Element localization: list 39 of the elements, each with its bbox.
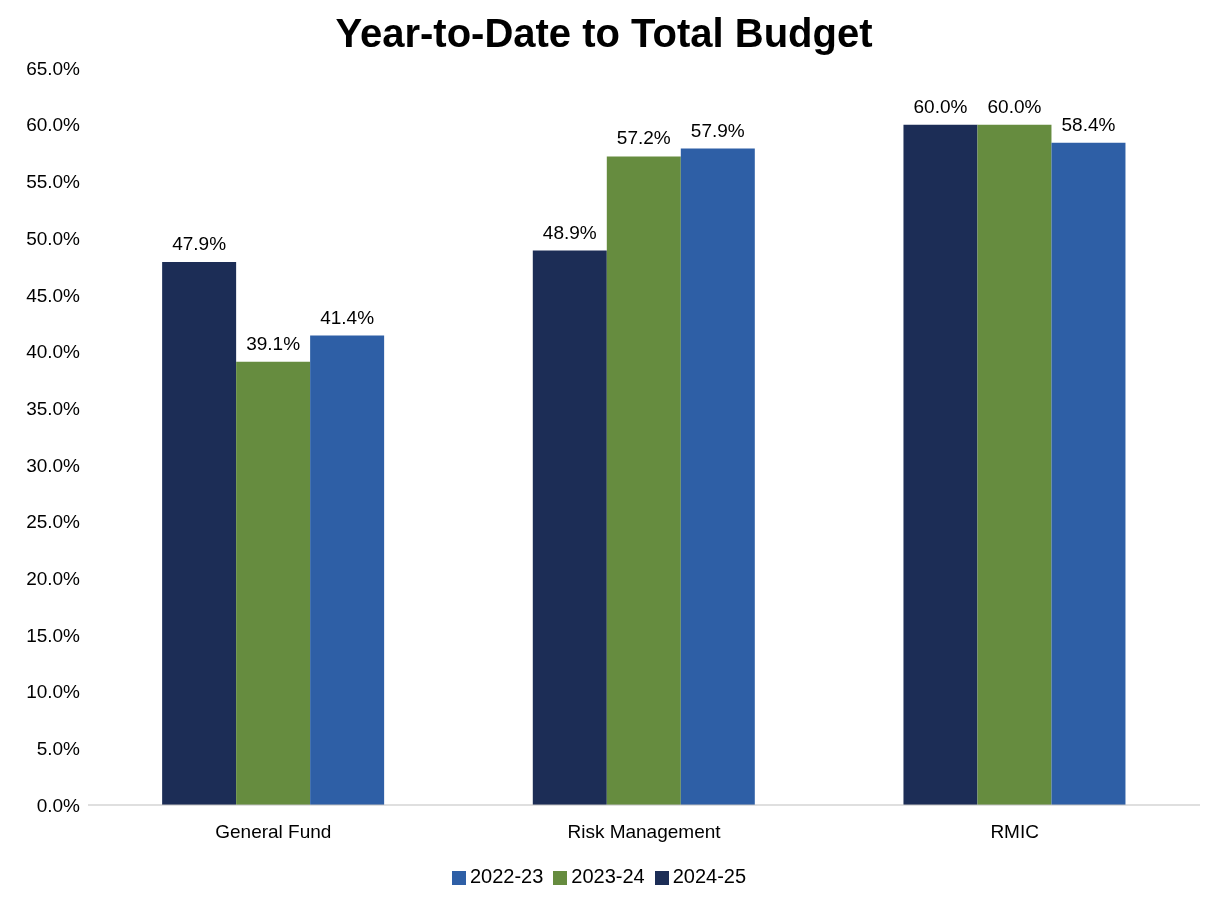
y-tick-label: 50.0% (26, 227, 81, 249)
bar (532, 250, 607, 805)
bar (310, 335, 385, 805)
bar (236, 361, 311, 805)
y-tick-label: 60.0% (26, 114, 81, 136)
chart-title: Year-to-Date to Total Budget (334, 10, 874, 57)
bar (1051, 142, 1126, 805)
y-tick-label: 65.0% (26, 57, 81, 79)
text: 41.4% (320, 306, 375, 328)
text: 39.1% (246, 332, 301, 354)
y-tick-label: 40.0% (26, 341, 81, 363)
legend-label: 2022-23 (469, 865, 544, 887)
x-tick-label: RMIC (990, 821, 1039, 843)
legend-label: 2023-24 (571, 865, 645, 887)
x-tick-label: General Fund (215, 821, 332, 843)
text: 60.0% (987, 95, 1042, 117)
bar (162, 261, 237, 805)
text: 57.2% (616, 127, 671, 149)
y-tick-label: 15.0% (26, 624, 81, 646)
text: 47.9% (172, 232, 227, 254)
text: 57.9% (690, 119, 745, 141)
y-tick-label: 0.0% (36, 794, 81, 816)
y-tick-label: 5.0% (36, 738, 81, 760)
bar (977, 124, 1052, 805)
text: 60.0% (913, 95, 968, 117)
x-tick-label: Risk Management (567, 821, 722, 843)
text: 48.9% (542, 221, 597, 243)
text: 58.4% (1061, 113, 1116, 135)
bar (680, 148, 755, 805)
y-tick-label: 35.0% (26, 397, 81, 419)
y-tick-label: 55.0% (26, 171, 81, 193)
y-tick-label: 10.0% (26, 681, 81, 703)
bar (903, 124, 978, 805)
y-tick-label: 25.0% (26, 511, 81, 533)
y-tick-label: 20.0% (26, 567, 81, 589)
y-tick-label: 30.0% (26, 454, 81, 476)
y-tick-label: 45.0% (26, 284, 81, 306)
legend-label: 2024-25 (672, 865, 747, 887)
bar (606, 156, 681, 805)
